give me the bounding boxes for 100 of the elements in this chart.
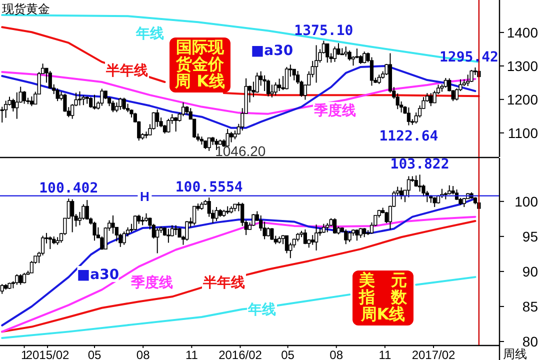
- candlestick: [377, 74, 381, 85]
- candlestick: [466, 74, 470, 87]
- candlestick: [314, 224, 318, 251]
- candlestick: [156, 228, 160, 254]
- candlestick: [185, 220, 189, 242]
- x-tick-label: 11: [378, 348, 392, 360]
- annotation: ■a30: [76, 267, 120, 283]
- candlestick: [332, 46, 337, 62]
- candlestick: [274, 82, 278, 96]
- y-tick-label: 80: [522, 334, 538, 350]
- candlestick: [4, 100, 8, 118]
- candlestick: [429, 92, 433, 107]
- candlestick: [418, 174, 422, 192]
- candlestick: [207, 137, 211, 152]
- candlestick: [111, 214, 115, 234]
- annotation: 100.402: [39, 180, 98, 197]
- candlestick: [252, 214, 256, 226]
- candlestick: [444, 78, 448, 88]
- annotation: 半年线: [105, 63, 148, 79]
- candlestick: [122, 231, 126, 246]
- candlestick: [100, 88, 104, 106]
- candlestick: [270, 84, 274, 98]
- annotation: 国际现货金价周 K线: [174, 38, 225, 90]
- candlestick: [406, 106, 411, 126]
- y-tick-label: 95: [522, 228, 538, 244]
- candlestick: [30, 96, 34, 107]
- candlestick: [48, 236, 52, 250]
- candlestick: [70, 198, 74, 233]
- candlestick: [336, 42, 340, 56]
- candlestick: [156, 108, 160, 128]
- x-tick-label: 11: [185, 348, 198, 360]
- candlestick: [166, 118, 170, 134]
- annotation: 年线: [135, 26, 164, 42]
- x-tick-label: 1: [20, 348, 28, 360]
- candlestick: [270, 228, 274, 240]
- candlestick: [322, 223, 326, 234]
- candlestick: [22, 90, 26, 104]
- candlestick: [174, 224, 178, 236]
- candlestick: [344, 46, 348, 58]
- annotation: 美 元指 数周K线: [358, 270, 408, 324]
- y-tick-label: 1100: [508, 124, 538, 141]
- candlestick: [292, 68, 296, 81]
- annotation: 1122.64: [379, 128, 438, 144]
- candlestick: [284, 66, 289, 90]
- y-tick-label: 90: [522, 263, 538, 280]
- candlestick: [266, 79, 270, 97]
- candlestick: [326, 43, 330, 64]
- ref-line-label: H: [140, 188, 150, 204]
- annotation: 季度线: [130, 274, 173, 291]
- candlestick: [85, 200, 89, 220]
- annotation: 103.822: [390, 156, 450, 173]
- candlestick: [362, 228, 366, 238]
- candlestick: [89, 96, 93, 108]
- candlestick: [362, 51, 366, 64]
- candlestick: [406, 176, 411, 198]
- candlestick: [229, 131, 234, 143]
- candlestick: [255, 72, 259, 94]
- annotation: 100.5554: [175, 180, 243, 196]
- candlestick: [192, 206, 196, 226]
- candlestick: [351, 56, 356, 66]
- candlestick: [92, 221, 96, 242]
- y-tick-label: 1200: [506, 91, 538, 108]
- x-tick-label: 2017/02: [412, 348, 456, 360]
- annotation: 1375.10: [294, 22, 354, 39]
- y-tick-label: 1300: [506, 58, 538, 74]
- x-tick-label: 2016/02: [218, 348, 262, 360]
- candlestick: [111, 100, 115, 113]
- candlestick: [166, 228, 170, 244]
- candlestick: [344, 228, 348, 245]
- candlestick: [370, 56, 374, 86]
- chart-title: 现货黄金: [2, 2, 50, 16]
- x-tick-label: 05: [88, 348, 102, 360]
- annotation: 季度线: [313, 102, 356, 119]
- candlestick: [82, 94, 86, 106]
- candlestick: [78, 90, 82, 106]
- candlestick: [284, 235, 289, 254]
- candlestick: [348, 231, 352, 243]
- candlestick: [18, 274, 22, 286]
- x-axis-title: 周线: [503, 347, 527, 360]
- annotation: 1046.20: [215, 142, 266, 159]
- candlestick: [432, 196, 436, 208]
- candlestick: [310, 234, 314, 246]
- candlestick: [92, 94, 96, 110]
- candlestick: [314, 44, 318, 84]
- candlestick: [226, 128, 230, 146]
- x-tick-label: 05: [281, 348, 295, 360]
- candlestick: [214, 206, 218, 222]
- annotation: ■a30: [250, 43, 294, 59]
- candlestick: [278, 78, 282, 92]
- candlestick: [118, 97, 122, 110]
- x-tick-label: 2015/02: [26, 348, 70, 360]
- candlestick: [122, 97, 126, 110]
- y-tick-label: 85: [522, 298, 538, 314]
- candlestick: [22, 272, 26, 284]
- y-tick-label: 1400: [506, 24, 538, 40]
- candlestick: [114, 102, 118, 113]
- annotation: 半年线: [202, 275, 245, 291]
- candlestick: [0, 284, 4, 294]
- candlestick: [470, 69, 474, 83]
- candlestick: [15, 274, 19, 286]
